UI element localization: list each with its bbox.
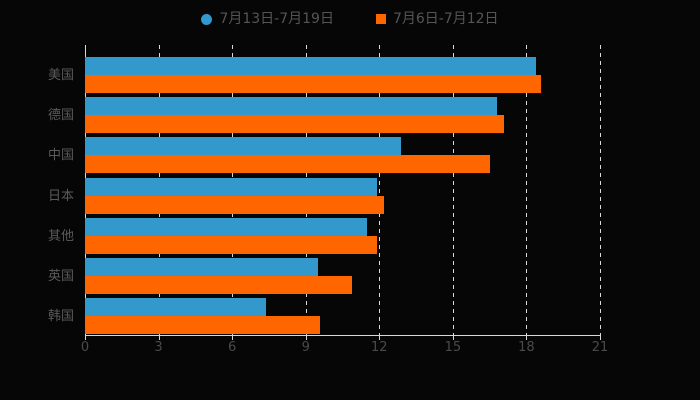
legend-square-marker-icon xyxy=(375,14,386,24)
gridline xyxy=(452,45,454,335)
bar-group xyxy=(85,298,600,335)
x-axis-tick-mark xyxy=(379,335,381,340)
bar-group xyxy=(85,177,600,214)
y-axis-category-label: 美国 xyxy=(47,68,74,83)
bar-group xyxy=(85,217,600,254)
gridline xyxy=(379,45,381,335)
x-axis-tick-mark xyxy=(85,335,86,340)
x-axis-tick-mark xyxy=(158,335,160,340)
gridline xyxy=(600,45,601,335)
bar-group xyxy=(85,258,600,294)
bar-德国-series-1[interactable] xyxy=(85,115,505,134)
bar-日本-series-0[interactable] xyxy=(85,177,377,196)
bar-其他-series-1[interactable] xyxy=(85,235,377,254)
bar-英国-series-1[interactable] xyxy=(85,276,353,294)
x-axis-tick-label: 3 xyxy=(154,340,163,355)
y-axis-category-label: 韩国 xyxy=(47,309,74,325)
bar-韩国-series-0[interactable] xyxy=(85,298,267,317)
y-axis-category-label: 德国 xyxy=(47,108,74,124)
x-axis-tick-label: 0 xyxy=(80,340,90,355)
x-axis-tick-label: 15 xyxy=(444,340,462,355)
x-axis-line xyxy=(85,335,601,336)
chart-legend: 7月13日-7月19日 7月6日-7月12日 xyxy=(0,6,700,32)
gridline xyxy=(526,45,528,335)
legend-item-series-0[interactable]: 7月13日-7月19日 xyxy=(201,12,334,26)
x-axis-tick-label: 21 xyxy=(591,340,609,355)
legend-item-series-1[interactable]: 7月6日-7月12日 xyxy=(375,11,499,27)
bar-德国-series-0[interactable] xyxy=(85,97,497,116)
x-axis-tick-mark xyxy=(305,335,307,340)
legend-label-series-1: 7月6日-7月12日 xyxy=(392,11,499,27)
x-axis-tick-label: 6 xyxy=(228,340,237,355)
bar-美国-series-1[interactable] xyxy=(85,75,542,93)
legend-label-series-0: 7月13日-7月19日 xyxy=(219,11,334,27)
bar-英国-series-0[interactable] xyxy=(85,258,318,276)
y-axis-category-label: 日本 xyxy=(47,188,74,204)
y-axis-category-label: 英国 xyxy=(47,269,74,284)
bar-日本-series-1[interactable] xyxy=(85,195,385,214)
y-axis-category-label: 其他 xyxy=(47,228,74,244)
x-axis-tick-mark xyxy=(600,335,601,340)
bar-group xyxy=(85,97,600,134)
x-axis-tick-label: 18 xyxy=(518,340,535,355)
x-axis-tick-mark xyxy=(452,335,454,340)
bar-其他-series-0[interactable] xyxy=(85,217,368,236)
bar-中国-series-1[interactable] xyxy=(85,155,490,174)
bar-美国-series-0[interactable] xyxy=(85,57,537,75)
x-axis-tick-mark xyxy=(232,335,234,340)
y-axis-category-label: 中国 xyxy=(47,148,74,164)
bar-中国-series-0[interactable] xyxy=(85,137,402,156)
bar-韩国-series-1[interactable] xyxy=(85,316,321,335)
bar-group xyxy=(85,57,600,93)
x-axis-tick-label: 9 xyxy=(301,340,310,355)
plot-area xyxy=(85,45,601,335)
legend-circle-marker-icon xyxy=(201,13,213,25)
x-axis-tick-label: 12 xyxy=(371,340,388,355)
bar-group xyxy=(85,137,600,174)
x-axis-tick-mark xyxy=(526,335,528,340)
